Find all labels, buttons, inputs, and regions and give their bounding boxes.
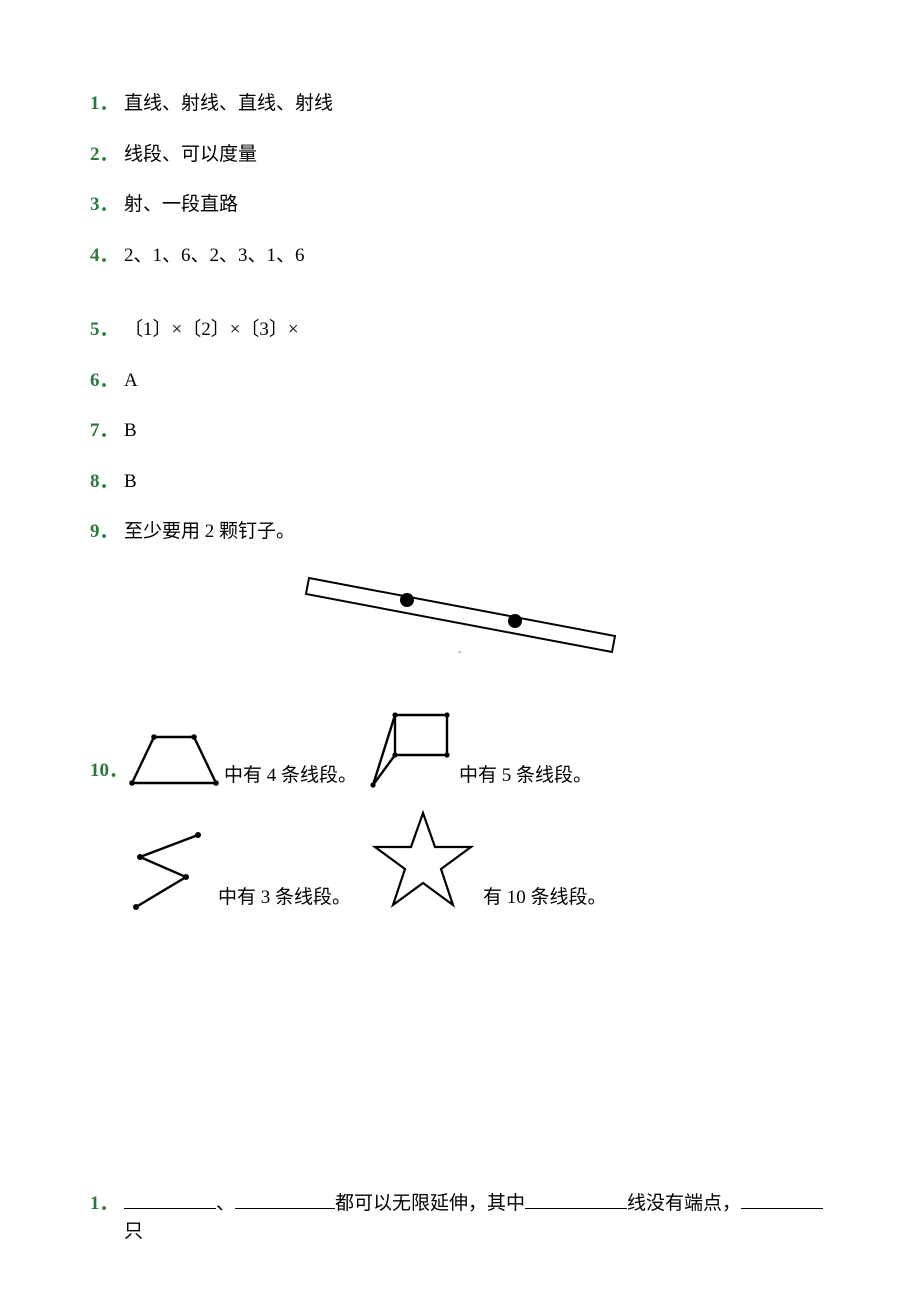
answer-text: A bbox=[124, 367, 138, 396]
answer-number: 2． bbox=[90, 141, 124, 170]
answer-item-3: 3． 射、一段直路 bbox=[90, 191, 830, 220]
bottom-question-1: 1． 、都可以无限延伸，其中线没有端点，只 bbox=[90, 1189, 830, 1247]
answer-text: 至少要用 2 颗钉子。 bbox=[124, 518, 295, 547]
answer-item-9: 9． 至少要用 2 颗钉子。 bbox=[90, 518, 830, 547]
answer-text: 2、1、6、2、3、1、6 bbox=[124, 242, 305, 271]
question-text: 、都可以无限延伸，其中线没有端点，只 bbox=[124, 1189, 830, 1247]
answer-item-10: 10． 中有 4 条线段。 bbox=[90, 709, 830, 929]
q10-star-text: 有 10 条线段。 bbox=[483, 884, 607, 915]
q10-zigzag-text: 中有 3 条线段。 bbox=[218, 884, 351, 915]
blank-2 bbox=[235, 1189, 335, 1209]
answer-item-1: 1． 直线、射线、直线、射线 bbox=[90, 90, 830, 119]
answer-item-7: 7． B bbox=[90, 417, 830, 446]
answer-text: B bbox=[124, 417, 137, 446]
page: 1． 直线、射线、直线、射线 2． 线段、可以度量 3． 射、一段直路 4． 2… bbox=[0, 0, 920, 1309]
q10-trapezoid-text: 中有 4 条线段。 bbox=[224, 762, 357, 793]
answer-number: 8． bbox=[90, 468, 124, 497]
q10-row-1: 中有 4 条线段。 中有 5 条线段。 bbox=[124, 709, 830, 793]
q10-flag-text: 中有 5 条线段。 bbox=[459, 762, 592, 793]
page-center-marker: ▪ bbox=[458, 646, 462, 660]
answer-text: 直线、射线、直线、射线 bbox=[124, 90, 333, 119]
zigzag-shape bbox=[124, 829, 218, 915]
answer-text: 射、一段直路 bbox=[124, 191, 238, 220]
trapezoid-shape bbox=[124, 727, 224, 793]
answer-text: 〔1〕×〔2〕×〔3〕× bbox=[124, 316, 299, 345]
star-shape bbox=[363, 807, 483, 915]
answer-item-6: 6． A bbox=[90, 367, 830, 396]
blank-3 bbox=[525, 1189, 627, 1209]
answer-number: 1． bbox=[90, 90, 124, 119]
answer-item-2: 2． 线段、可以度量 bbox=[90, 141, 830, 170]
answer-item-4: 4． 2、1、6、2、3、1、6 bbox=[90, 242, 830, 271]
answer-number: 7． bbox=[90, 417, 124, 446]
answer-number: 5． bbox=[90, 316, 124, 345]
answer-number: 10． bbox=[90, 757, 124, 786]
bar-shape bbox=[306, 578, 615, 652]
blank-4 bbox=[741, 1189, 823, 1209]
nail-dot-2 bbox=[508, 614, 522, 628]
q10-row-2: 中有 3 条线段。 有 10 条线段。 bbox=[124, 807, 830, 915]
answer-number: 3． bbox=[90, 191, 124, 220]
flag-shape bbox=[363, 709, 459, 793]
answer-number: 4． bbox=[90, 242, 124, 271]
answer-text: B bbox=[124, 468, 137, 497]
answer-number: 9． bbox=[90, 518, 124, 547]
answer-item-8: 8． B bbox=[90, 468, 830, 497]
nail-dot-1 bbox=[400, 593, 414, 607]
blank-1 bbox=[124, 1189, 216, 1209]
question-number: 1． bbox=[90, 1190, 124, 1219]
answer-text: 线段、可以度量 bbox=[124, 141, 257, 170]
answer-number: 6． bbox=[90, 367, 124, 396]
answer-item-5: 5． 〔1〕×〔2〕×〔3〕× bbox=[90, 316, 830, 345]
